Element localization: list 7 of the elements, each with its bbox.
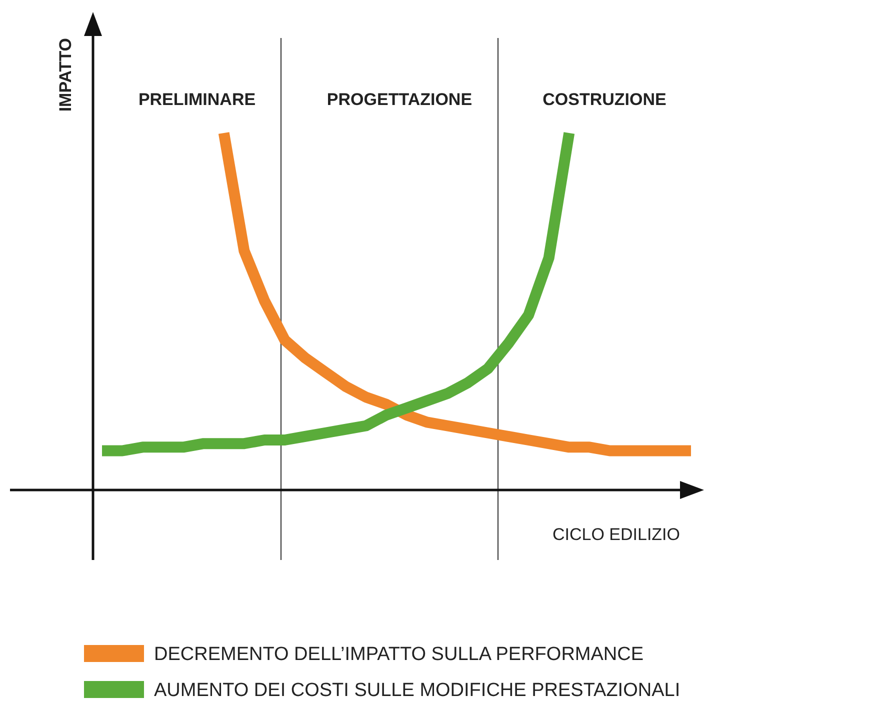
text: PRELIMINARE	[138, 90, 256, 109]
y-axis-title: IMPATTO	[56, 38, 75, 112]
legend-label: AUMENTO DEI COSTI SULLE MODIFICHE PRESTAZIONALI	[154, 680, 680, 701]
x-axis-title: CICLO EDILIZIO	[552, 525, 680, 544]
text: PROGETTAZIONE	[326, 90, 472, 109]
text: COSTRUZIONE	[542, 90, 666, 109]
legend-label: DECREMENTO DELL’IMPATTO SULLA PERFORMANCE	[154, 644, 644, 665]
